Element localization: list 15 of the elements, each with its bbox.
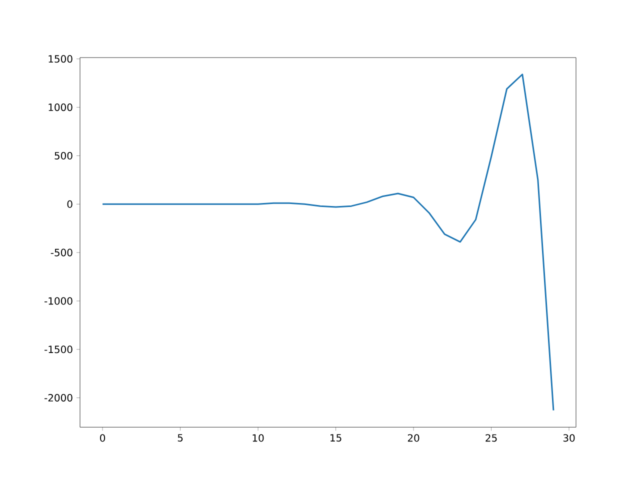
x-tick-label: 0 [100,434,106,442]
y-tick-label: -1500 [44,346,72,354]
y-tick-label: 1000 [48,104,72,112]
y-tick-label: -2000 [44,394,72,402]
x-tick-label: 20 [408,434,420,442]
x-tick-label: 5 [178,434,183,442]
y-tick-label: 1500 [48,55,72,63]
x-tick-label: 15 [330,434,342,442]
x-tick-label: 10 [252,434,264,442]
y-tick-label: 0 [67,200,72,208]
y-tick-label: -500 [50,248,72,256]
x-tick-label: 25 [486,434,497,442]
y-tick-label: 500 [54,152,72,160]
y-tick-label: -1000 [44,297,72,305]
x-tick-label: 30 [563,434,575,442]
